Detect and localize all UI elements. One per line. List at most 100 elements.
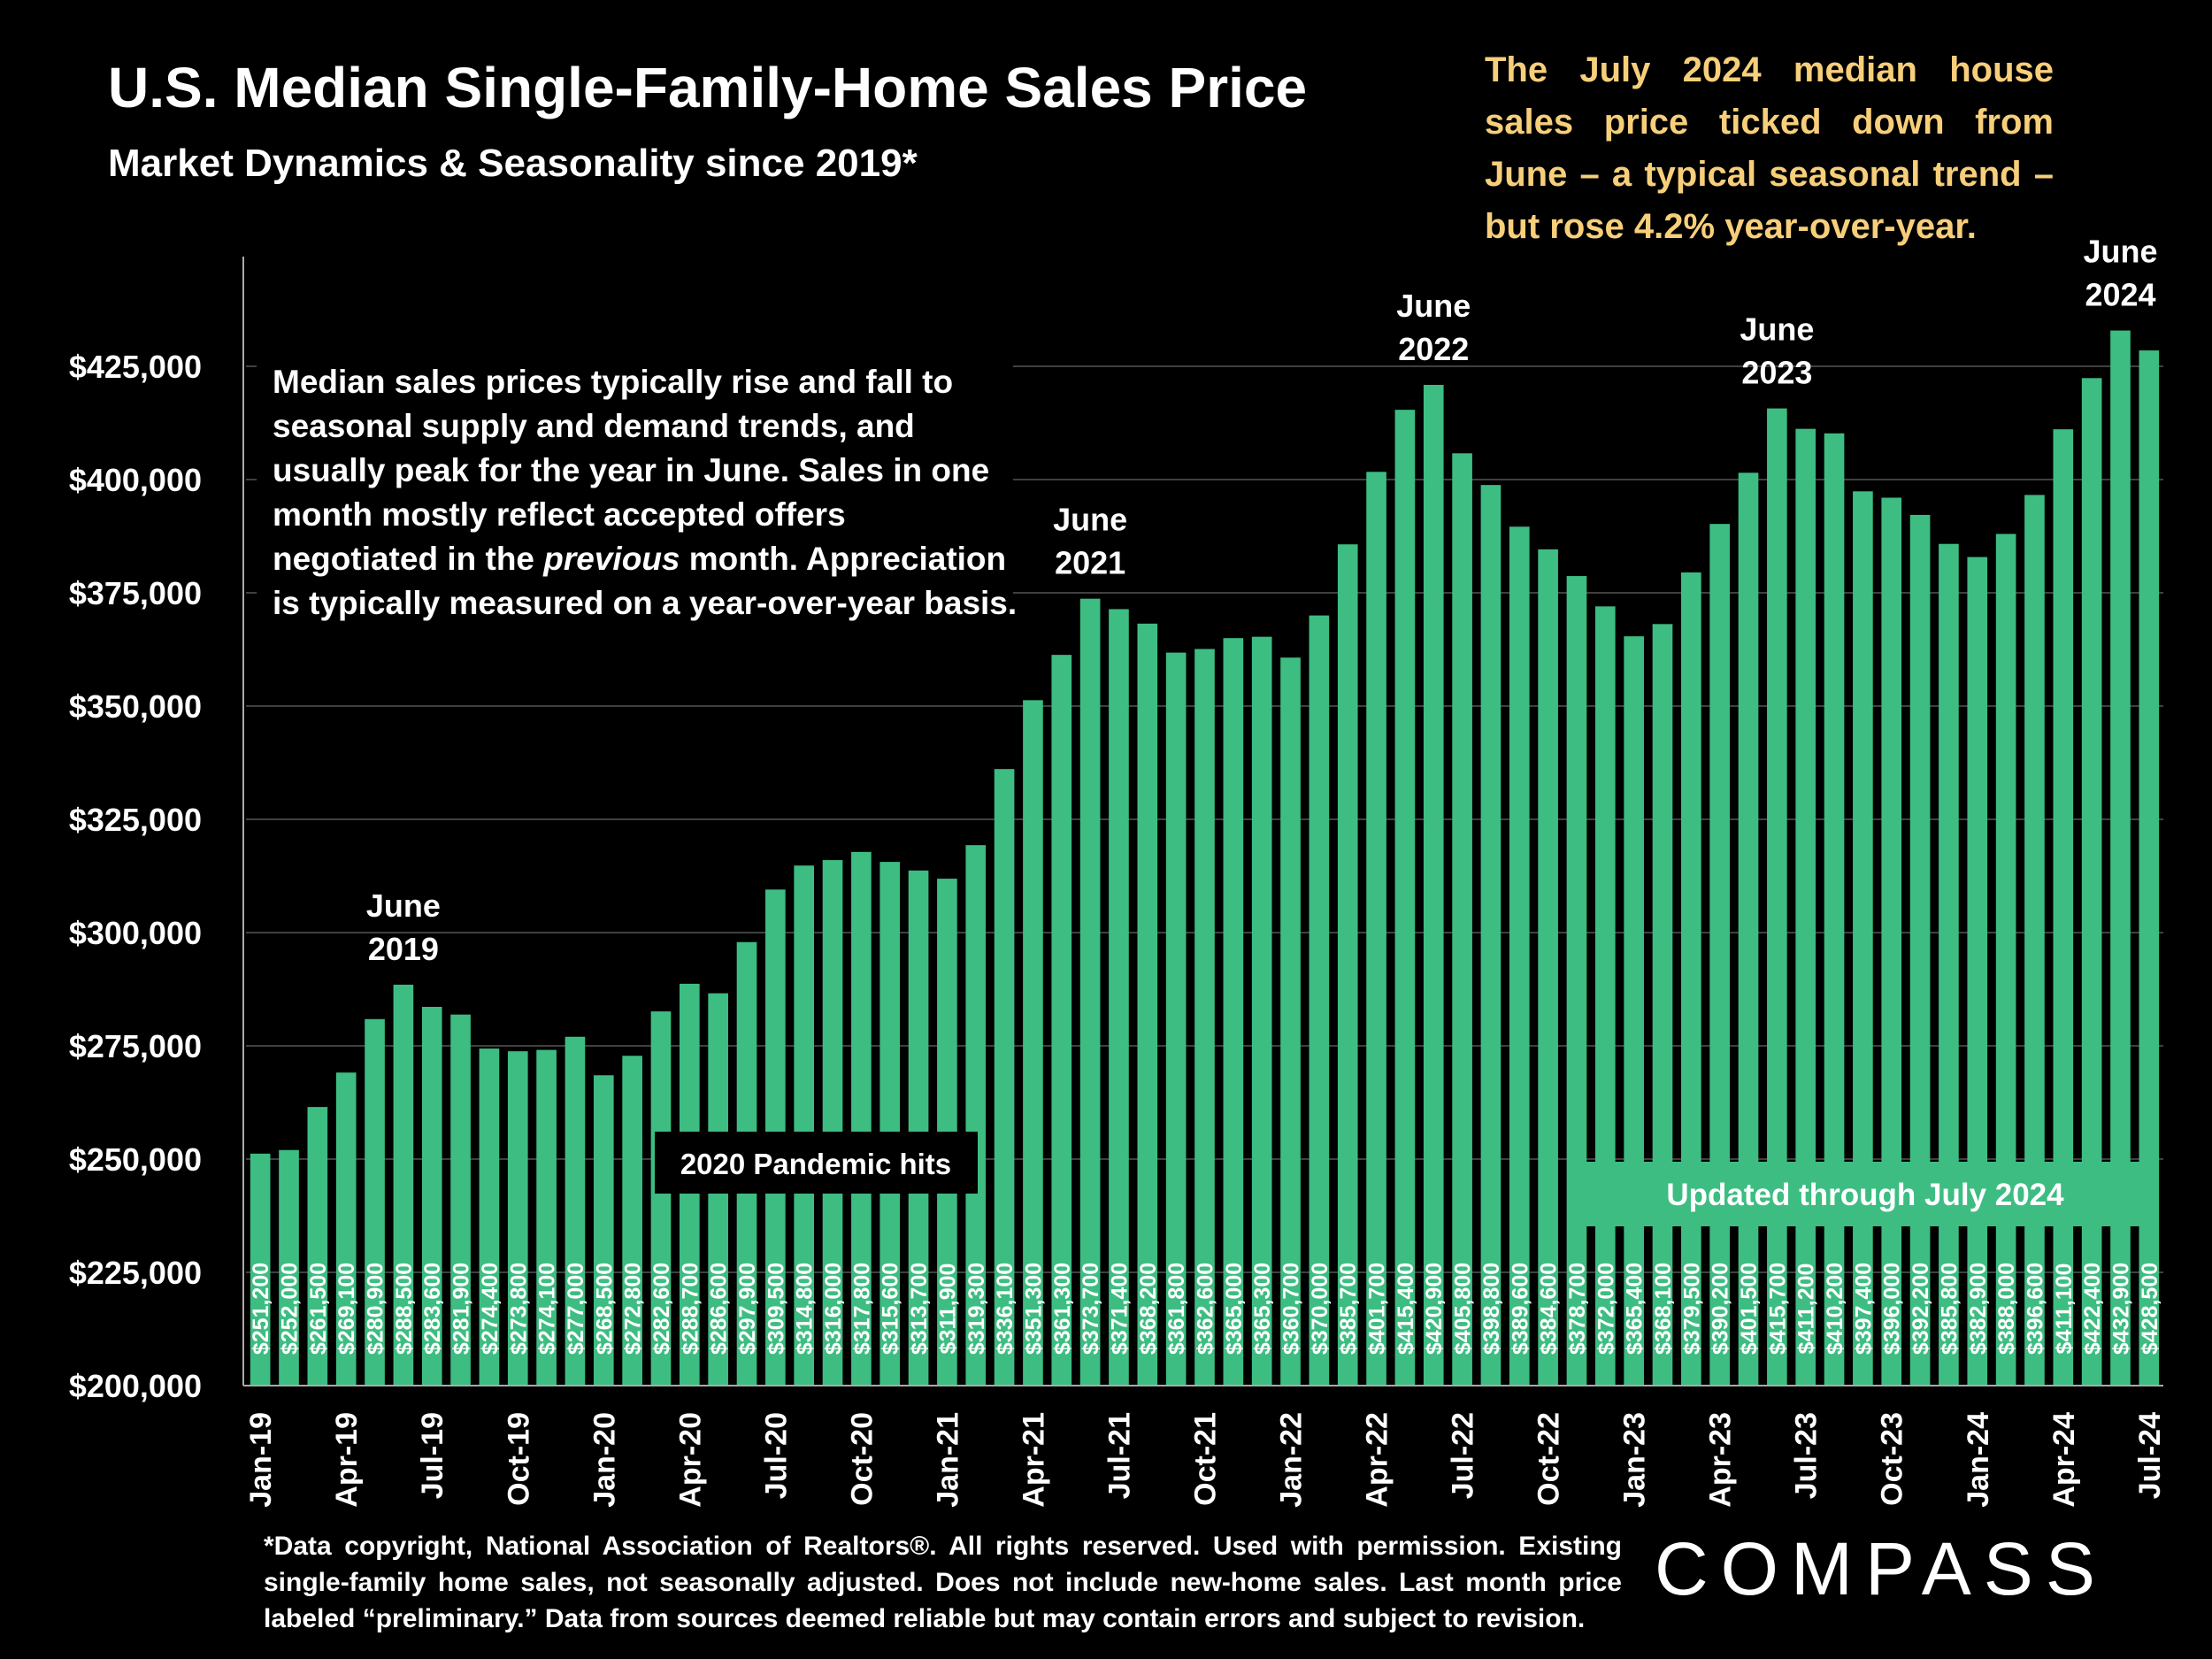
bar bbox=[851, 851, 872, 1386]
bar-value-label: $385,800 bbox=[1937, 1263, 1962, 1355]
footnote: *Data copyright, National Association of… bbox=[264, 1532, 1622, 1633]
bar-value-label: $385,700 bbox=[1336, 1263, 1361, 1355]
bar-value-label: $371,400 bbox=[1107, 1263, 1132, 1355]
x-tick-label: Apr-22 bbox=[1361, 1412, 1394, 1508]
bar bbox=[1967, 557, 1988, 1386]
bar bbox=[450, 1014, 471, 1386]
chart-title: U.S. Median Single-Family-Home Sales Pri… bbox=[108, 56, 1308, 119]
bar-chart: $251,200 $252,000 $261,500 $269,100 $280,900… bbox=[69, 234, 2167, 1508]
bar bbox=[1853, 491, 1873, 1386]
x-tick-label: Jul-23 bbox=[1790, 1412, 1824, 1499]
y-tick-label: $375,000 bbox=[69, 575, 202, 611]
bar bbox=[593, 1075, 614, 1386]
bar-value-label: $373,700 bbox=[1079, 1263, 1103, 1355]
bar-value-label: $336,100 bbox=[993, 1263, 1018, 1355]
bar-value-label: $360,700 bbox=[1279, 1263, 1304, 1355]
bar-value-label: $428,500 bbox=[2138, 1263, 2162, 1355]
bar-value-label: $313,700 bbox=[907, 1263, 932, 1355]
bar-value-label: $365,300 bbox=[1250, 1263, 1275, 1355]
bar-value-label: $317,800 bbox=[849, 1263, 874, 1355]
x-tick-label: Jul-21 bbox=[1102, 1412, 1136, 1499]
bar bbox=[1939, 543, 1959, 1386]
bar-value-label: $362,600 bbox=[1194, 1263, 1218, 1355]
annotation-label: June bbox=[366, 887, 441, 924]
x-tick-label: Apr-20 bbox=[673, 1412, 707, 1508]
bar bbox=[994, 769, 1015, 1386]
bar bbox=[1051, 655, 1072, 1386]
bar bbox=[2081, 378, 2102, 1386]
bar bbox=[1366, 472, 1386, 1386]
bar bbox=[507, 1051, 528, 1386]
bar bbox=[1394, 410, 1416, 1386]
bar bbox=[536, 1049, 557, 1386]
bar bbox=[1566, 576, 1587, 1386]
bar-value-label: $286,600 bbox=[707, 1263, 732, 1355]
callout-text: The July 2024 median house sales price t… bbox=[1485, 50, 2054, 246]
note-text: Median sales prices typically rise and f… bbox=[273, 364, 1017, 621]
bar-value-label: $315,600 bbox=[879, 1263, 903, 1355]
bar bbox=[1480, 485, 1502, 1386]
bar bbox=[965, 845, 987, 1386]
bar-value-label: $251,200 bbox=[249, 1263, 273, 1355]
bar bbox=[1194, 649, 1215, 1386]
annotation-label: 2021 bbox=[1055, 545, 1125, 581]
bar-value-label: $382,900 bbox=[1966, 1263, 1991, 1355]
bar bbox=[650, 1011, 672, 1386]
annotation-label: June bbox=[1396, 288, 1471, 324]
y-tick-label: $275,000 bbox=[69, 1028, 202, 1064]
bar bbox=[822, 860, 843, 1386]
pandemic-label: 2020 Pandemic hits bbox=[680, 1148, 951, 1180]
y-tick-label: $300,000 bbox=[69, 915, 202, 951]
bar-value-label: $392,200 bbox=[1909, 1263, 1933, 1355]
bar-value-label: $361,300 bbox=[1050, 1263, 1075, 1355]
bar-value-label: $379,500 bbox=[1679, 1263, 1704, 1355]
x-tick-label: Jan-22 bbox=[1275, 1412, 1309, 1508]
bar-value-label: $280,900 bbox=[364, 1263, 388, 1355]
y-tick-label: $400,000 bbox=[69, 462, 202, 498]
bar-value-label: $411,200 bbox=[1794, 1263, 1819, 1355]
bar-value-label: $368,100 bbox=[1651, 1263, 1676, 1355]
bar-value-label: $372,000 bbox=[1594, 1263, 1618, 1355]
bar-value-label: $405,800 bbox=[1451, 1263, 1476, 1355]
bar-value-label: $311,900 bbox=[935, 1263, 960, 1355]
bar-value-label: $410,200 bbox=[1823, 1263, 1847, 1355]
bar bbox=[1023, 700, 1043, 1386]
bar-value-label: $384,600 bbox=[1537, 1263, 1562, 1355]
annotation-label: June bbox=[1740, 311, 1814, 348]
y-tick-label: $225,000 bbox=[69, 1255, 202, 1291]
annotation-label: June bbox=[2083, 234, 2157, 270]
note-box bbox=[257, 349, 1013, 633]
bar bbox=[2024, 495, 2045, 1386]
x-tick-label: Apr-23 bbox=[1704, 1412, 1738, 1508]
bar-value-label: $396,600 bbox=[2023, 1263, 2047, 1355]
bar bbox=[1452, 453, 1472, 1386]
x-tick-label: Jan-23 bbox=[1618, 1412, 1652, 1508]
bar bbox=[365, 1018, 385, 1386]
bar bbox=[1538, 549, 1558, 1386]
x-tick-label: Oct-21 bbox=[1189, 1412, 1223, 1506]
bar bbox=[1767, 408, 1787, 1386]
bar bbox=[2139, 350, 2160, 1386]
x-tick-label: Oct-22 bbox=[1532, 1412, 1566, 1506]
bar bbox=[565, 1036, 586, 1386]
x-tick-label: Jan-24 bbox=[1962, 1412, 1995, 1508]
bar-value-label: $415,400 bbox=[1394, 1263, 1418, 1355]
bar bbox=[1309, 615, 1330, 1386]
compass-logo: COMPASS bbox=[1655, 1527, 2108, 1610]
bar-value-label: $398,800 bbox=[1479, 1263, 1504, 1355]
bar-value-label: $397,400 bbox=[1851, 1263, 1876, 1355]
bar bbox=[1423, 384, 1444, 1386]
annotation-label: 2023 bbox=[1741, 355, 1812, 391]
bar-value-label: $401,500 bbox=[1737, 1263, 1762, 1355]
annotation-label: 2019 bbox=[368, 931, 439, 967]
bar-value-label: $432,900 bbox=[2108, 1263, 2133, 1355]
bar-value-label: $422,400 bbox=[2080, 1263, 2105, 1355]
bar bbox=[1165, 652, 1187, 1386]
x-tick-label: Jan-21 bbox=[931, 1412, 964, 1508]
bar-value-label: $415,700 bbox=[1765, 1263, 1790, 1355]
annotation-label: 2022 bbox=[1398, 331, 1469, 367]
bar-value-label: $388,000 bbox=[1994, 1263, 2019, 1355]
bar-value-label: $378,700 bbox=[1565, 1263, 1590, 1355]
bar bbox=[393, 984, 414, 1386]
bar bbox=[1509, 526, 1530, 1386]
